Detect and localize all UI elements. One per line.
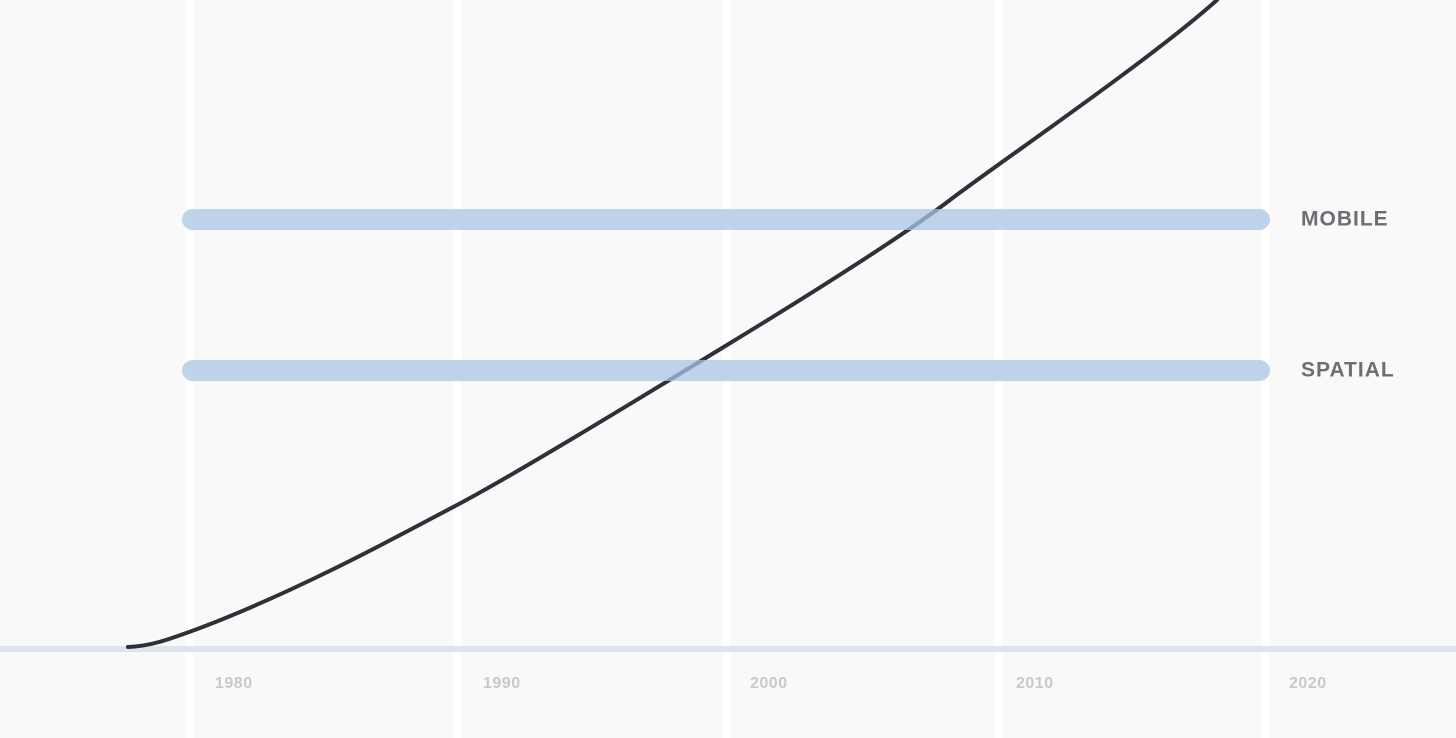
year-label: 2010 <box>1016 675 1054 692</box>
year-label: 2020 <box>1289 675 1327 692</box>
band <box>182 360 1270 381</box>
year-label: 2000 <box>750 675 788 692</box>
baseline <box>0 646 1456 652</box>
band-label: MOBILE <box>1301 208 1389 231</box>
year-label: 1980 <box>215 675 253 692</box>
growth-curve <box>126 0 1219 649</box>
band-label: SPATIAL <box>1301 359 1395 382</box>
year-label: 1990 <box>483 675 521 692</box>
band <box>182 209 1270 230</box>
